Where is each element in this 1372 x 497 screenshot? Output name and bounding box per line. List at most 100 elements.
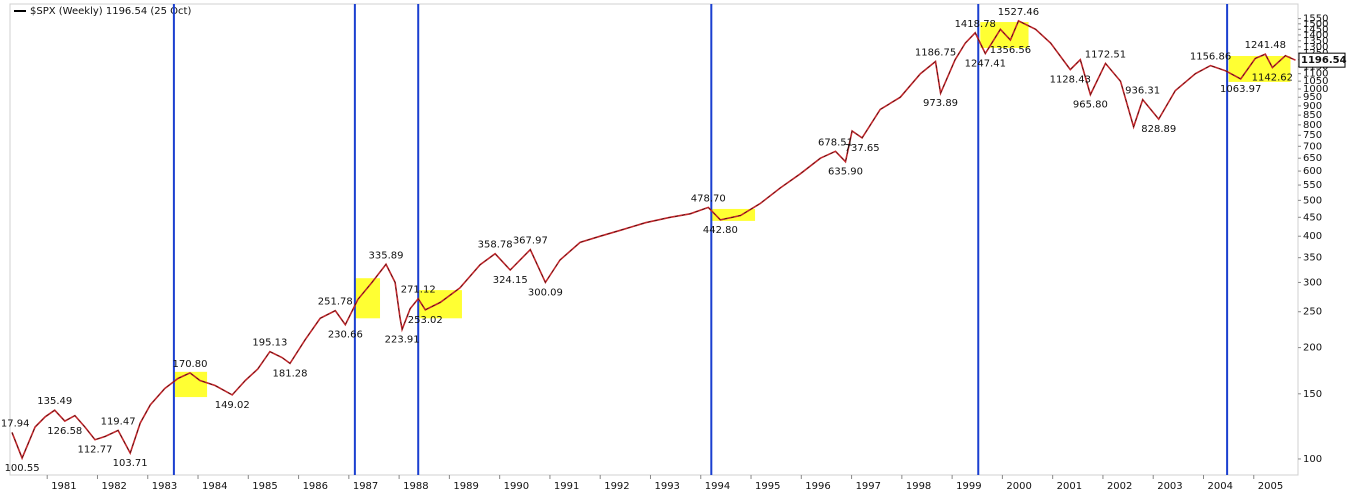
price-line-shadow [11,20,1296,459]
data-label: 1356.56 [990,45,1031,56]
data-label: 936.31 [1125,86,1160,97]
data-label: 1142.62 [1252,73,1293,84]
data-label: 181.28 [273,368,308,379]
y-tick-label: 1550 [1303,14,1328,25]
data-label: 442.80 [703,225,738,236]
x-tick-label: 2005 [1258,481,1283,492]
data-label: 223.91 [385,334,420,345]
y-tick-label: 1450 [1303,24,1328,35]
x-tick-label: 1992 [604,481,629,492]
data-label: 300.09 [528,287,563,298]
data-label: 1156.86 [1190,52,1231,63]
x-tick-label: 1989 [453,481,478,492]
data-label: 100.55 [5,463,40,474]
data-label: 1241.48 [1245,40,1286,51]
x-tick-label: 1998 [906,481,931,492]
y-tick-label: 700 [1303,141,1322,152]
x-tick-label: 1995 [755,481,780,492]
highlight-box [980,22,1029,48]
x-tick-label: 1985 [252,481,277,492]
data-label: 1186.75 [915,47,956,58]
data-label: 251.78 [318,297,353,308]
x-tick-label: 1983 [152,481,177,492]
x-tick-label: 2001 [1057,481,1082,492]
y-tick-label: 1300 [1303,42,1328,53]
y-tick-label: 1500 [1303,19,1328,30]
x-tick-label: 1991 [554,481,579,492]
y-tick-label: 600 [1303,166,1322,177]
y-tick-label: 950 [1303,92,1322,103]
y-tick-label: 800 [1303,120,1322,131]
data-label: 737.65 [845,143,880,154]
data-label: 1128.43 [1050,75,1091,86]
data-label: 367.97 [513,236,548,247]
chart-title: $SPX (Weekly) 1196.54 (25 Oct) [30,6,191,17]
y-tick-label: 1400 [1303,30,1328,41]
x-tick-label: 2004 [1207,481,1232,492]
y-tick-label: 1100 [1303,69,1328,80]
y-tick-label: 1350 [1303,36,1328,47]
data-label: 195.13 [252,338,287,349]
data-label: 119.47 [101,416,136,427]
y-tick-label: 250 [1303,307,1322,318]
data-label: 103.71 [113,458,148,469]
data-label: 230.66 [328,330,363,341]
x-tick-label: 1984 [202,481,227,492]
data-label: 1172.51 [1085,49,1126,60]
y-tick-label: 300 [1303,277,1322,288]
highlight-box [174,371,208,398]
data-label: 135.49 [37,396,72,407]
x-tick-label: 1997 [856,481,881,492]
y-tick-label: 100 [1303,454,1322,465]
x-tick-label: 1990 [504,481,529,492]
x-tick-label: 1988 [403,481,428,492]
data-label: 635.90 [828,167,863,178]
data-label: 170.80 [172,359,207,370]
data-label: 1247.41 [965,58,1006,69]
x-tick-label: 2003 [1157,481,1182,492]
data-label: 149.02 [215,400,250,411]
y-tick-label: 900 [1303,101,1322,112]
y-tick-label: 350 [1303,253,1322,264]
data-label: 253.02 [408,315,443,326]
data-label: 112.77 [77,445,112,456]
y-tick-label: 450 [1303,212,1322,223]
data-label: 828.89 [1141,124,1176,135]
y-tick-label: 850 [1303,110,1322,121]
x-tick-label: 1981 [51,481,76,492]
highlight-box [418,290,462,319]
last-value-label: 1196.54 [1301,55,1347,66]
x-tick-label: 1986 [303,481,328,492]
y-tick-label: 650 [1303,153,1322,164]
x-tick-label: 1987 [353,481,378,492]
x-tick-label: 1999 [956,481,981,492]
y-tick-label: 500 [1303,195,1322,206]
y-tick-label: 550 [1303,180,1322,191]
x-tick-label: 1982 [101,481,126,492]
plot-area [9,3,1299,476]
y-tick-label: 200 [1303,343,1322,354]
data-label: 117.94 [0,418,30,429]
x-tick-label: 2000 [1006,481,1031,492]
data-label: 973.89 [923,98,958,109]
data-label: 271.12 [401,285,436,296]
x-tick-label: 1993 [654,481,679,492]
x-tick-label: 1996 [805,481,830,492]
data-label: 678.51 [818,137,853,148]
data-label: 1527.46 [998,7,1039,18]
data-label: 478.70 [691,193,726,204]
x-tick-label: 2002 [1107,481,1132,492]
y-tick-label: 150 [1303,389,1322,400]
y-tick-label: 1000 [1303,84,1328,95]
data-label: 126.58 [47,426,82,437]
data-label: 965.80 [1073,100,1108,111]
y-tick-label: 1050 [1303,76,1328,87]
x-tick-label: 1994 [705,481,730,492]
data-label: 324.15 [493,275,528,286]
data-label: 335.89 [369,250,404,261]
y-tick-label: 750 [1303,130,1322,141]
y-tick-label: 400 [1303,231,1322,242]
highlight-box [711,208,756,221]
data-label: 1418.78 [955,19,996,30]
